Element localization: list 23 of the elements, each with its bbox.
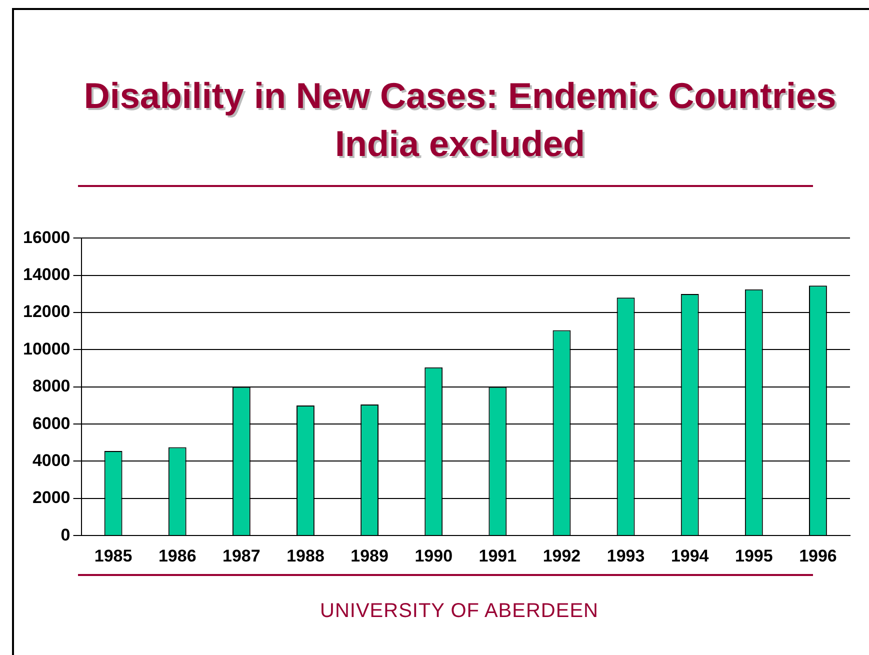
x-tick-label: 1987 [222, 546, 260, 566]
x-tick-label: 1986 [158, 546, 196, 566]
x-tick-label: 1994 [670, 546, 710, 566]
y-tick-label: 6000 [32, 414, 70, 433]
text: UNIVERSITY OF ABERDEEN [320, 600, 598, 623]
x-tick-label: 1990 [414, 546, 453, 566]
y-tick-label: 12000 [22, 302, 70, 322]
x-tick-label: 1995 [734, 546, 773, 566]
x-tick-label: 1996 [799, 546, 837, 566]
y-tick-label: 0 [60, 525, 70, 544]
x-tick-label: 1985 [94, 546, 132, 566]
y-tick-label: 8000 [32, 376, 70, 396]
x-tick-label: 1992 [542, 546, 581, 566]
y-tick-label: 16000 [22, 228, 70, 247]
y-tick-label: 14000 [22, 265, 70, 284]
chart-title: Disability in New Cases: Endemic Countries India excluded [82, 74, 838, 166]
x-tick-label: 1993 [606, 546, 645, 566]
y-tick-label: 4000 [32, 450, 70, 470]
y-tick-label: 10000 [22, 339, 70, 358]
x-tick-label: 1988 [286, 546, 324, 566]
x-tick-label: 1989 [350, 546, 388, 566]
x-tick-label: 1991 [478, 546, 517, 566]
y-tick-label: 2000 [32, 488, 70, 508]
